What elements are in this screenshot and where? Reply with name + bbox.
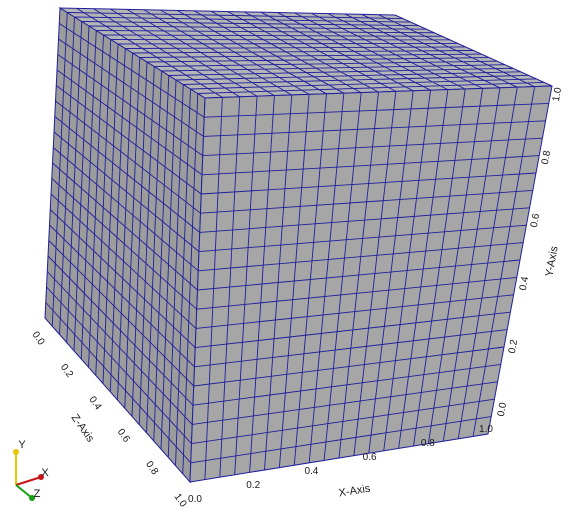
z-tick-label: 1.0 [172,492,189,510]
x-tick-label: 0.6 [363,452,377,463]
y-tick-label: 0.6 [529,212,542,228]
z-tick-label: 0.2 [58,362,75,380]
cube-front-face [190,86,552,482]
y-tick-label: 0.0 [496,401,509,417]
z-tick-label: 0.0 [30,330,47,348]
x-tick-label: 0.8 [421,438,435,449]
x-orientation-label: X [41,467,49,479]
x-tick-label: 0.2 [246,480,260,491]
x-orientation-arrow [16,477,41,485]
y-tick-label: 0.2 [507,338,520,354]
y-orientation-label: Y [18,439,26,451]
z-orientation-label: Z [34,488,41,500]
z-tick-label: 0.6 [115,427,132,445]
y-tick-label: 0.8 [540,149,553,165]
z-tick-label: 0.4 [86,395,103,413]
z-orientation-arrow [16,485,32,498]
cube-faces [45,8,552,482]
z-tick-label: 0.8 [143,459,160,477]
x-axis-title: X-Axis [338,483,372,500]
orientation-axes-widget[interactable]: Y XZ [13,439,49,501]
y-tick-label: 1.0 [551,86,564,102]
y-tick-label: 0.4 [518,275,531,291]
z-axis-title: Z-Axis [69,412,97,445]
x-tick-label: 1.0 [479,424,493,435]
x-tick-label: 0.4 [304,466,318,477]
y-axis-title: Y-Axis [543,245,560,278]
x-tick-label: 0.0 [188,494,202,505]
